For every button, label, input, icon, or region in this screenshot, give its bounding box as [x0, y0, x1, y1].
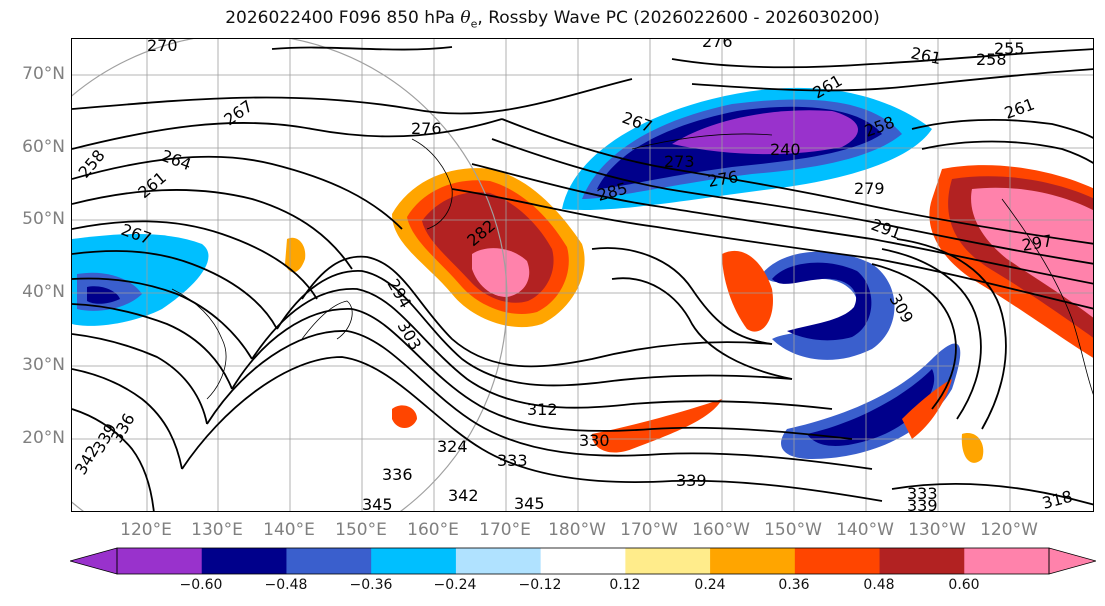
lat-label-40n: 40°N [22, 282, 65, 302]
colorbar-segment [625, 548, 711, 574]
contour-label: 318 [1040, 487, 1074, 512]
contour-label: 255 [994, 39, 1025, 58]
colorbar-tick: −0.24 [433, 577, 477, 593]
contour-label: 261 [134, 168, 170, 202]
contour-label: 258 [976, 50, 1007, 69]
lat-label-60n: 60°N [22, 137, 65, 157]
coastlines [171, 133, 1093, 400]
colorbar [70, 547, 1096, 575]
colorbar-segment [964, 548, 1050, 574]
contour-label: 240 [770, 140, 801, 159]
colorbar-extend-min [70, 547, 118, 575]
contour-label: 339 [676, 471, 707, 490]
lat-label-70n: 70°N [22, 64, 65, 84]
contour-label: 312 [527, 400, 558, 419]
lon-label: 140°W [836, 520, 894, 540]
contour-label: 294 [384, 276, 416, 312]
contour-label: 303 [394, 318, 426, 354]
theta-e-contours [72, 46, 1093, 511]
contour-label: 273 [664, 152, 695, 171]
lon-label: 140°E [263, 520, 315, 540]
lon-label: 170°E [479, 520, 531, 540]
contour-label: 333 [497, 451, 528, 470]
contour-label: 330 [579, 431, 610, 450]
colorbar-segment [879, 548, 965, 574]
colorbar-tick: 0.36 [778, 577, 810, 593]
contour-label: 333 [907, 484, 938, 503]
anomaly-shading [72, 87, 1093, 463]
colorbar-tick: 0.24 [694, 577, 726, 593]
colorbar-tick: −0.12 [518, 577, 562, 593]
colorbar-segment [455, 548, 542, 574]
contour-label: 339 [907, 496, 938, 512]
theta-symbol: θ [460, 8, 471, 28]
colorbar-tick: −0.60 [179, 577, 223, 593]
colorbar-segment [286, 548, 372, 574]
contour-label: 276 [411, 119, 442, 138]
colorbar-tick: 0.60 [948, 577, 980, 593]
colorbar-segment [540, 548, 626, 574]
figure-title: 2026022400 F096 850 hPa θe, Rossby Wave … [225, 8, 880, 31]
colorbar-tick: 0.48 [863, 577, 895, 593]
colorbar-tick: 0.12 [609, 577, 641, 593]
colorbar-segment [710, 548, 796, 574]
lon-label: 130°E [191, 520, 243, 540]
graticule [72, 39, 1093, 511]
contour-label: 267 [220, 96, 256, 129]
lon-label: 160°W [692, 520, 750, 540]
contour-label: 264 [159, 146, 194, 174]
colorbar-segment [201, 548, 287, 574]
colorbar-segment [794, 548, 881, 574]
colorbar-segment [117, 548, 203, 574]
lat-label-30n: 30°N [22, 355, 65, 375]
contour-label: 261 [1002, 94, 1037, 122]
contour-label: 279 [854, 179, 885, 198]
map-canvas: 270 276 261 255 258 267 276 267 261 258 … [72, 39, 1093, 512]
colorbar-tick: −0.48 [264, 577, 308, 593]
contour-label: 276 [702, 39, 733, 51]
contour-label: 267 [620, 108, 655, 136]
colorbar-segment [371, 548, 457, 574]
contour-label: 324 [437, 437, 468, 456]
theta-subscript: e [470, 17, 478, 31]
contour-label: 345 [514, 494, 545, 512]
lon-label: 150°W [764, 520, 822, 540]
contour-label: 336 [382, 465, 413, 484]
colorbar-outline [116, 547, 1050, 575]
colorbar-tick: −0.36 [349, 577, 393, 593]
lon-label: 180°W [548, 520, 606, 540]
colorbar-segments [117, 548, 1050, 574]
contour-label: 345 [362, 495, 393, 512]
lon-label: 130°W [908, 520, 966, 540]
lon-label: 150°E [335, 520, 387, 540]
colorbar-extend-max [1048, 547, 1096, 575]
lat-label-20n: 20°N [22, 428, 65, 448]
map-panel[interactable]: 270 276 261 255 258 267 276 267 261 258 … [71, 38, 1094, 512]
lat-label-50n: 50°N [22, 209, 65, 229]
contour-label: 342 [448, 486, 479, 505]
contour-label: 270 [147, 39, 178, 55]
lon-label: 170°W [620, 520, 678, 540]
lon-label: 160°E [407, 520, 459, 540]
lon-label: 120°E [120, 520, 172, 540]
lon-label: 120°W [980, 520, 1038, 540]
